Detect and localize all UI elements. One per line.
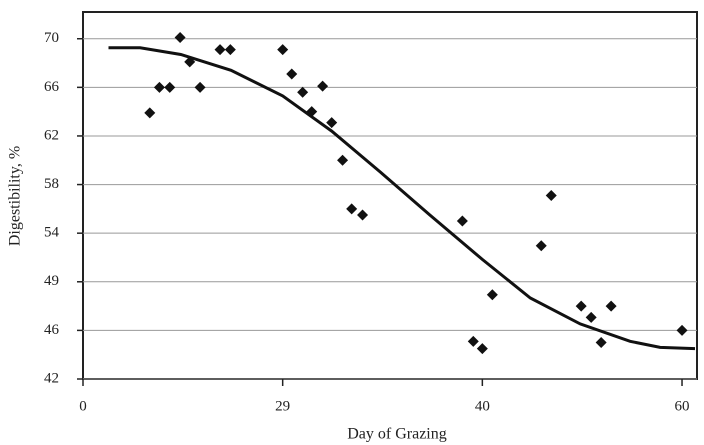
data-point — [545, 190, 557, 201]
x-tick-label: 0 — [79, 398, 87, 414]
data-point — [346, 203, 358, 215]
data-point — [605, 300, 617, 312]
data-point — [676, 324, 688, 336]
x-axis-label: Day of Grazing — [347, 426, 447, 443]
y-tick-label: 46 — [44, 322, 60, 338]
data-point — [194, 81, 206, 93]
data-point — [575, 300, 587, 312]
data-point — [153, 81, 165, 93]
data-point — [357, 209, 369, 221]
y-tick-label: 58 — [44, 176, 59, 192]
x-tick-label: 29 — [275, 398, 290, 414]
data-point — [317, 80, 329, 92]
data-point — [585, 311, 597, 323]
data-point — [467, 335, 479, 347]
y-axis-label: Digestibility, % — [7, 146, 24, 246]
y-tick-label: 54 — [44, 225, 60, 241]
data-point — [214, 44, 226, 56]
data-point — [277, 44, 289, 56]
data-point — [595, 337, 607, 349]
y-tick-label: 62 — [44, 127, 59, 143]
data-point — [337, 154, 349, 166]
y-tick-label: 42 — [44, 370, 59, 386]
data-point — [297, 86, 309, 98]
data-point — [224, 44, 236, 56]
plot-frame — [82, 11, 698, 380]
y-tick-label: 66 — [44, 79, 60, 95]
y-tick-label: 49 — [44, 273, 59, 289]
data-point — [326, 117, 338, 129]
data-point — [174, 32, 186, 44]
data-point — [144, 107, 156, 119]
data-point — [456, 215, 468, 227]
x-tick-label: 60 — [675, 398, 690, 414]
x-tick-label: 40 — [475, 398, 490, 414]
y-tick-label: 70 — [44, 30, 59, 46]
data-point — [164, 81, 176, 93]
data-point — [476, 343, 488, 355]
fit-curve — [108, 46, 696, 351]
data-point — [535, 240, 547, 252]
data-point — [286, 68, 298, 80]
data-point — [486, 289, 498, 301]
